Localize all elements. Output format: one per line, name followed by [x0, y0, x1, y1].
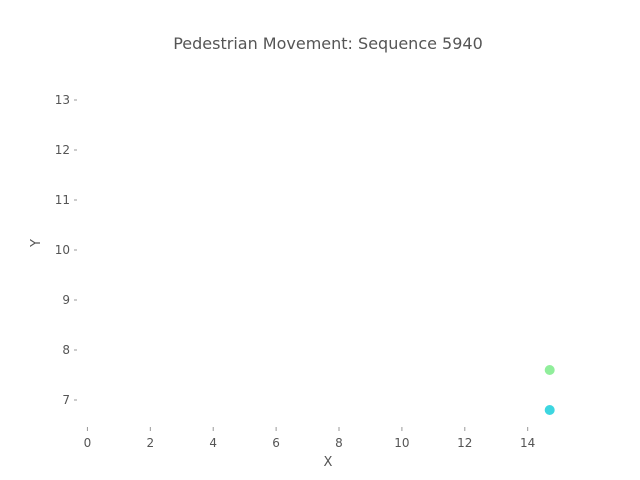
x-tick-label: 14	[520, 436, 535, 450]
data-point	[544, 405, 555, 415]
chart-title: Pedestrian Movement: Sequence 5940	[173, 34, 483, 53]
x-axis-ticks: 0 2 4 6 8 10 12 14	[84, 427, 535, 450]
x-tick-label: 8	[335, 436, 343, 450]
y-tick-label: 11	[55, 193, 70, 207]
data-points	[544, 365, 555, 415]
y-axis-ticks: 7 8 9 10 11 12 13	[55, 93, 77, 407]
y-tick-label: 9	[62, 293, 70, 307]
x-tick-label: 10	[394, 436, 409, 450]
x-axis-label: X	[324, 455, 333, 470]
x-tick-label: 2	[147, 436, 155, 450]
x-tick-label: 4	[209, 436, 217, 450]
x-tick-label: 6	[272, 436, 280, 450]
x-tick-label: 0	[84, 436, 92, 450]
y-axis-label: Y	[29, 239, 44, 248]
y-tick-label: 7	[62, 393, 70, 407]
x-tick-label: 12	[457, 436, 472, 450]
data-point	[544, 365, 555, 375]
y-tick-label: 13	[55, 93, 70, 107]
y-tick-label: 12	[55, 143, 70, 157]
y-tick-label: 10	[55, 243, 70, 257]
y-tick-label: 8	[62, 343, 70, 357]
